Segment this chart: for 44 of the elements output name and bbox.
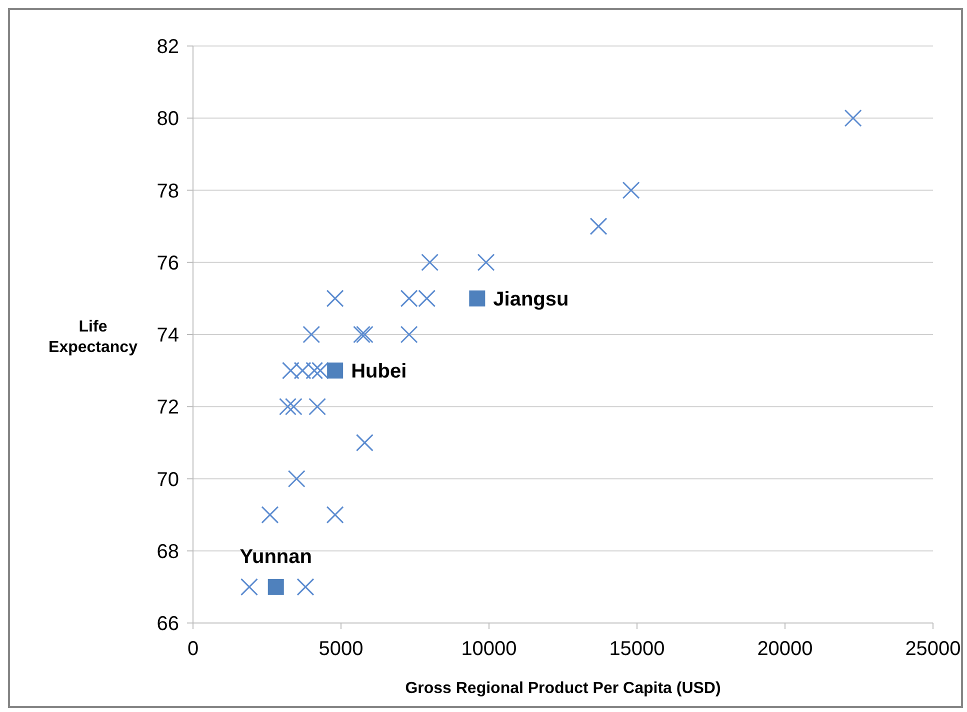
x-tick-label: 20000 [757,638,813,660]
point [356,434,374,452]
x-tick-label: 0 [187,638,199,660]
point [288,470,306,488]
point [326,290,344,308]
point [306,362,324,380]
x-tick-label: 25000 [905,638,961,660]
x-tick-label: 5000 [318,638,364,660]
point [284,398,302,416]
y-tick-label: 74 [156,324,179,346]
point [326,506,344,524]
point [421,254,439,272]
point [308,398,326,416]
point [268,578,284,595]
point [240,578,258,596]
point [844,109,862,127]
x-tick-label: 15000 [609,638,665,660]
point [590,218,608,236]
point [296,578,314,596]
x-tick-label: 10000 [461,638,517,660]
point [327,362,344,379]
point [302,326,320,344]
annotation: Jiangsu [493,288,569,310]
annotation: Yunnan [240,546,312,568]
y-tick-label: 70 [156,468,179,491]
y-tick-label: 66 [156,613,179,635]
point [282,362,300,380]
x-axis-title: Gross Regional Product Per Capita (USD) [405,680,721,697]
y-tick-label: 82 [156,36,179,58]
point [477,254,495,272]
y-axis-title: Life Expectancy [48,318,138,356]
point [622,182,640,199]
point [261,506,279,524]
y-tick-label: 80 [156,108,179,130]
y-tick-label: 76 [156,252,179,274]
y-tick-label: 68 [156,540,179,563]
point [356,326,374,344]
point [278,398,296,416]
y-tick-label: 72 [156,396,179,419]
point [400,326,418,344]
annotation: Hubei [351,360,407,383]
y-tick-label: 78 [156,180,179,202]
point [352,326,370,344]
point [469,290,486,306]
